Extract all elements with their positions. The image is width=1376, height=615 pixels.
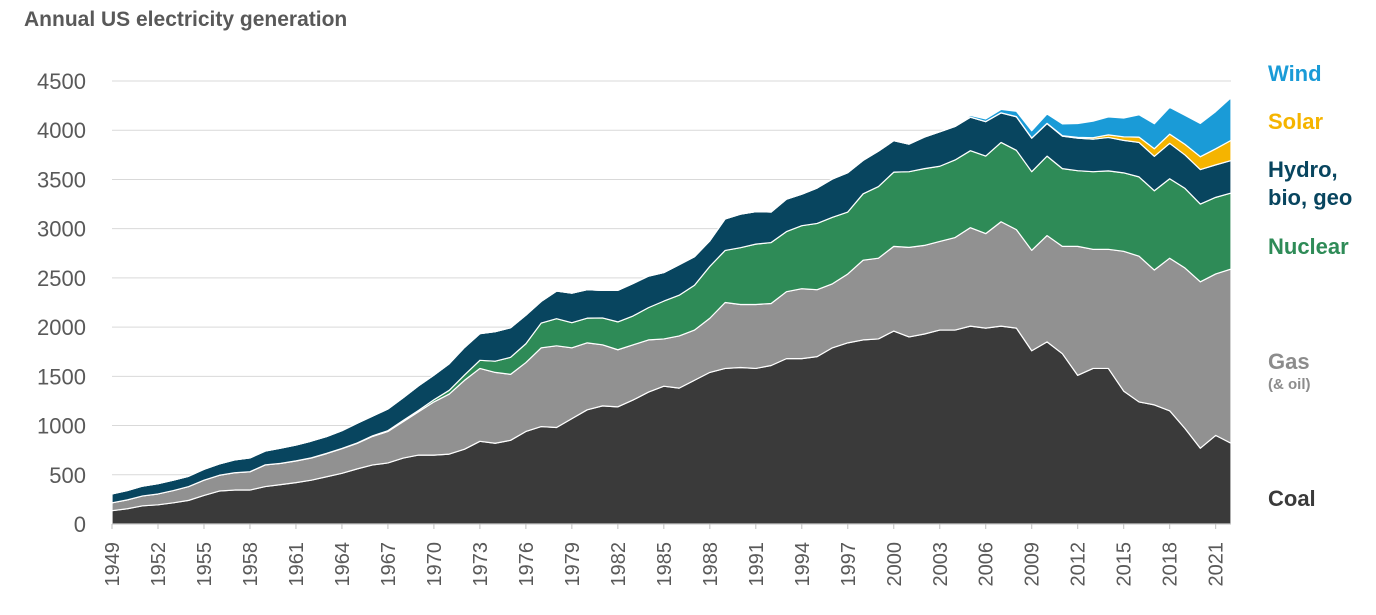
legend-gas-sublabel: (& oil) [1268,376,1311,393]
x-tick-label: 1994 [792,542,814,587]
x-tick-label: 1982 [608,542,630,587]
x-tick-label: 2021 [1206,542,1228,587]
legend-gas: Gas (& oil) [1268,348,1311,394]
legend-gas-label: Gas [1268,349,1310,374]
x-tick-label: 1958 [240,542,262,587]
x-axis-ticks: 1949 1952 1955 1958 1961 1964 1967 1970 1973 1976… [102,524,1228,587]
x-tick-label: 2000 [884,542,906,587]
legend-wind: Wind [1268,60,1322,88]
x-tick-label: 1973 [470,542,492,587]
y-tick-label: 2000 [37,315,86,340]
legend-coal-label: Coal [1268,486,1316,511]
x-tick-label: 1964 [332,542,354,587]
y-tick-label: 4000 [37,118,86,143]
x-tick-label: 1976 [516,542,538,587]
y-tick-label: 3000 [37,217,86,242]
x-tick-label: 1967 [378,542,400,587]
area-wind [111,97,1232,495]
x-tick-label: 1988 [700,542,722,587]
stacked-areas [111,97,1232,525]
legend-hydro: Hydro, bio, geo [1268,156,1368,212]
legend-hydro-label: Hydro, bio, geo [1268,157,1353,210]
y-tick-label: 3500 [37,167,86,192]
x-tick-label: 2018 [1160,542,1182,587]
y-tick-label: 0 [74,512,86,537]
y-tick-label: 500 [49,463,86,488]
y-axis-ticks: 0 500 1000 1500 2000 2500 3000 3500 4000 4500 [37,69,86,537]
x-tick-label: 1991 [746,542,768,587]
x-tick-label: 1955 [194,542,216,587]
y-tick-label: 1000 [37,414,86,439]
chart-title: Annual US electricity generation [24,8,348,31]
x-tick-label: 2015 [1114,542,1136,587]
x-tick-label: 2006 [976,542,998,587]
legend-solar-label: Solar [1268,109,1324,134]
x-tick-label: 2003 [930,542,952,587]
x-tick-label: 1952 [148,542,170,587]
y-tick-label: 1500 [37,364,86,389]
x-tick-label: 2012 [1068,542,1090,587]
legend-wind-label: Wind [1268,61,1322,86]
y-tick-label: 4500 [37,69,86,94]
x-tick-label: 1970 [424,542,446,587]
x-tick-label: 1985 [654,542,676,587]
x-tick-label: 1997 [838,542,860,587]
legend-coal: Coal [1268,485,1316,513]
x-tick-label: 1949 [102,542,124,587]
x-tick-label: 1961 [286,542,308,587]
y-tick-label: 2500 [37,266,86,291]
x-tick-label: 2009 [1022,542,1044,587]
legend-nuclear-label: Nuclear [1268,234,1349,259]
legend-nuclear: Nuclear [1268,233,1349,261]
legend-solar: Solar [1268,108,1323,136]
x-tick-label: 1979 [562,542,584,587]
